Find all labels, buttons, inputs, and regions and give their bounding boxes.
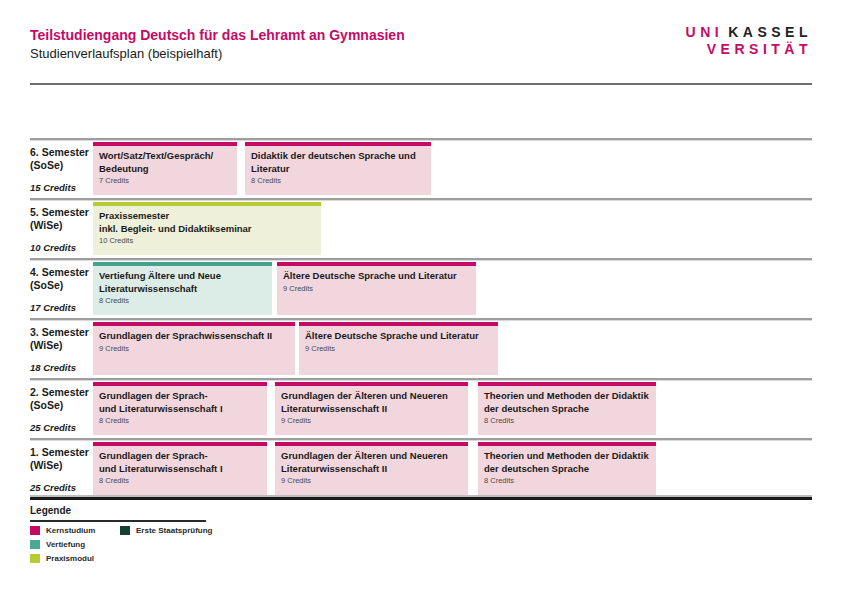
module-box: Theorien und Methoden der Didaktik der d… (478, 442, 656, 495)
module-credits: 9 Credits (99, 344, 290, 353)
semester-total-credits: 25 Credits (30, 422, 76, 433)
module-box: Wort/Satz/Text/Gespräch/ Bedeutung 7 Cre… (93, 142, 237, 195)
grid-bottom-divider (30, 497, 812, 500)
uni-kassel-logo: UNIKASSEL VERSITÄT (686, 24, 812, 58)
semester-label: 4. Semester (SoSe) (30, 266, 89, 292)
module-box: Theorien und Methoden der Didaktik der d… (478, 382, 656, 435)
praxismodul-swatch-icon (30, 554, 40, 563)
row-divider (30, 138, 812, 140)
module-box: Ältere Deutsche Sprache und Literatur 9 … (277, 262, 476, 315)
module-title: Theorien und Methoden der Didaktik der d… (484, 450, 651, 475)
module-title: Grundlagen der Sprachwissenschaft II (99, 330, 290, 343)
semester-label: 6. Semester (SoSe) (30, 146, 89, 172)
module-box: Vertiefung Ältere und Neue Literaturwiss… (93, 262, 272, 315)
semester-total-credits: 17 Credits (30, 302, 76, 313)
module-title: Didaktik der deutschen Sprache und Liter… (251, 150, 426, 175)
module-title: Grundlagen der Sprach- und Literaturwiss… (99, 390, 262, 415)
legend-item-staatspruefung: Erste Staatsprüfung (120, 526, 212, 535)
module-box: Grundlagen der Sprach- und Literaturwiss… (93, 382, 267, 435)
page-subtitle: Studienverlaufsplan (beispielhaft) (30, 46, 222, 61)
legend-divider (30, 520, 206, 522)
legend-item-vertiefung: Vertiefung (30, 540, 85, 549)
semester-label: 1. Semester (WiSe) (30, 446, 89, 472)
module-title: Grundlagen der Sprach- und Literaturwiss… (99, 450, 262, 475)
staatspruefung-swatch-icon (120, 526, 130, 535)
module-title: Grundlagen der Älteren und Neueren Liter… (281, 450, 463, 475)
module-box: Didaktik der deutschen Sprache und Liter… (245, 142, 431, 195)
module-title: Theorien und Methoden der Didaktik der d… (484, 390, 651, 415)
module-credits: 8 Credits (99, 476, 262, 485)
module-credits: 8 Credits (99, 296, 267, 305)
module-box: Grundlagen der Älteren und Neueren Liter… (275, 442, 468, 495)
module-box: Grundlagen der Sprachwissenschaft II 9 C… (93, 322, 295, 375)
module-credits: 8 Credits (99, 416, 262, 425)
module-credits: 10 Credits (99, 236, 316, 245)
module-credits: 8 Credits (484, 476, 651, 485)
semester-label: 5. Semester (WiSe) (30, 206, 89, 232)
module-credits: 9 Credits (281, 416, 463, 425)
semester-label: 3. Semester (WiSe) (30, 326, 89, 352)
row-divider (30, 378, 812, 380)
logo-line-2: VERSITÄT (686, 41, 812, 58)
module-credits: 8 Credits (484, 416, 651, 425)
module-title: Vertiefung Ältere und Neue Literaturwiss… (99, 270, 267, 295)
header-divider (30, 83, 812, 85)
semester-row-4: 4. Semester (SoSe) 17 Credits Vertiefung… (0, 258, 842, 318)
logo-line-1: UNIKASSEL (686, 24, 812, 41)
semester-row-6: 6. Semester (SoSe) 15 Credits Wort/Satz/… (0, 138, 842, 198)
semester-total-credits: 25 Credits (30, 482, 76, 493)
module-box: Grundlagen der Älteren und Neueren Liter… (275, 382, 468, 435)
legend-item-kernstudium: Kernstudium (30, 526, 95, 535)
semester-label: 2. Semester (SoSe) (30, 386, 89, 412)
module-box: Grundlagen der Sprach- und Literaturwiss… (93, 442, 267, 495)
module-title: Praxissemester inkl. Begleit- und Didakt… (99, 210, 316, 235)
module-credits: 9 Credits (283, 284, 471, 293)
semester-total-credits: 10 Credits (30, 242, 76, 253)
semester-total-credits: 18 Credits (30, 362, 76, 373)
module-credits: 9 Credits (281, 476, 463, 485)
semester-total-credits: 15 Credits (30, 182, 76, 193)
module-credits: 9 Credits (305, 344, 493, 353)
page-title: Teilstudiengang Deutsch für das Lehramt … (30, 27, 405, 43)
kernstudium-swatch-icon (30, 526, 40, 535)
semester-row-2: 2. Semester (SoSe) 25 Credits Grundlagen… (0, 378, 842, 438)
row-divider (30, 198, 812, 200)
legend-title: Legende (30, 505, 71, 516)
vertiefung-swatch-icon (30, 540, 40, 549)
semester-row-1: 1. Semester (WiSe) 25 Credits Grundlagen… (0, 438, 842, 498)
module-box: Praxissemester inkl. Begleit- und Didakt… (93, 202, 321, 255)
module-title: Grundlagen der Älteren und Neueren Liter… (281, 390, 463, 415)
module-title: Ältere Deutsche Sprache und Literatur (283, 270, 471, 283)
row-divider (30, 318, 812, 320)
module-box: Ältere Deutsche Sprache und Literatur 9 … (299, 322, 498, 375)
row-divider (30, 438, 812, 440)
semester-row-3: 3. Semester (WiSe) 18 Credits Grundlagen… (0, 318, 842, 378)
semester-row-5: 5. Semester (WiSe) 10 Credits Praxisseme… (0, 198, 842, 258)
module-credits: 8 Credits (251, 176, 426, 185)
row-divider (30, 258, 812, 260)
module-credits: 7 Credits (99, 176, 232, 185)
module-title: Wort/Satz/Text/Gespräch/ Bedeutung (99, 150, 232, 175)
legend-item-praxismodul: Praxismodul (30, 554, 94, 563)
study-plan-page: Teilstudiengang Deutsch für das Lehramt … (0, 0, 842, 595)
module-title: Ältere Deutsche Sprache und Literatur (305, 330, 493, 343)
